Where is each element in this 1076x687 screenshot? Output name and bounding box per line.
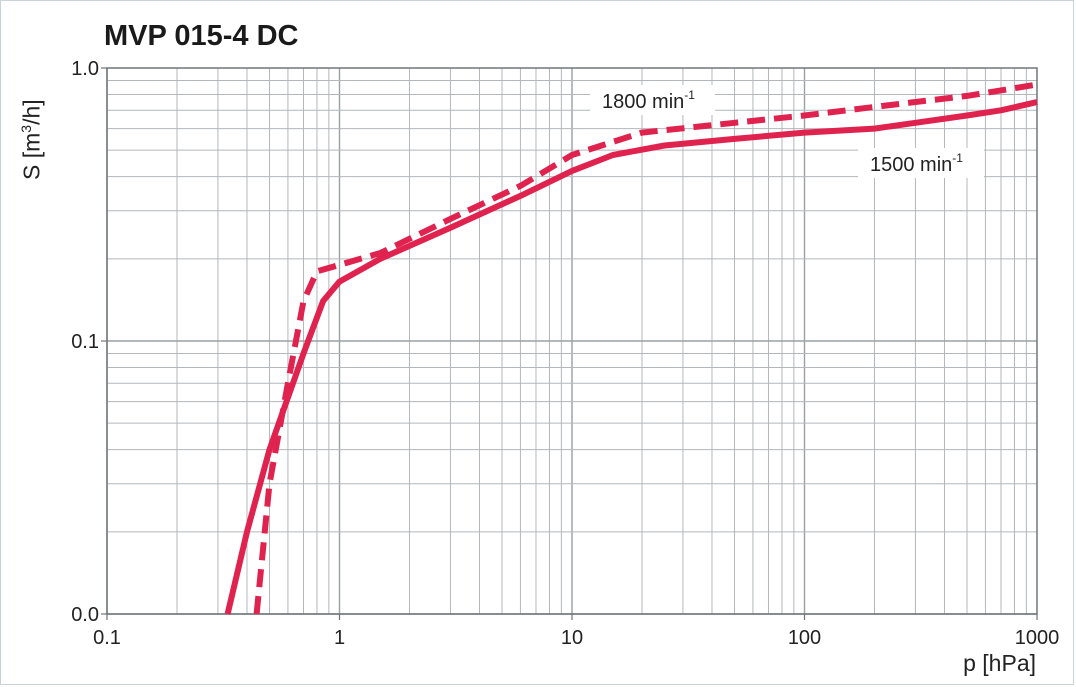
series-label-box xyxy=(590,85,715,115)
x-axis-label: p [hPa] xyxy=(963,650,1036,676)
y-tick-label: 0.0 xyxy=(71,604,99,626)
x-tick-label: 0.1 xyxy=(93,627,121,649)
x-tick-label: 1 xyxy=(334,627,345,649)
y-tick-label: 1.0 xyxy=(71,58,99,80)
series-label-main: 1800 min xyxy=(602,91,684,113)
x-tick-label: 10 xyxy=(561,627,583,649)
series-label-main: 1500 min xyxy=(870,154,952,176)
series-label-sup: -1 xyxy=(684,88,695,102)
series-line-1800 xyxy=(253,81,1038,615)
x-tick-label: 100 xyxy=(788,627,821,649)
series-line-1500 xyxy=(224,99,1038,615)
series-label: 1800 min-1 xyxy=(602,88,695,113)
series-label-box xyxy=(858,148,984,178)
series-label-sup: -1 xyxy=(952,151,963,165)
chart-title: MVP 015-4 DC xyxy=(104,20,299,52)
y-tick-label: 0.1 xyxy=(71,331,99,353)
series-label: 1500 min-1 xyxy=(870,151,963,176)
x-tick-label: 1000 xyxy=(1015,627,1060,649)
